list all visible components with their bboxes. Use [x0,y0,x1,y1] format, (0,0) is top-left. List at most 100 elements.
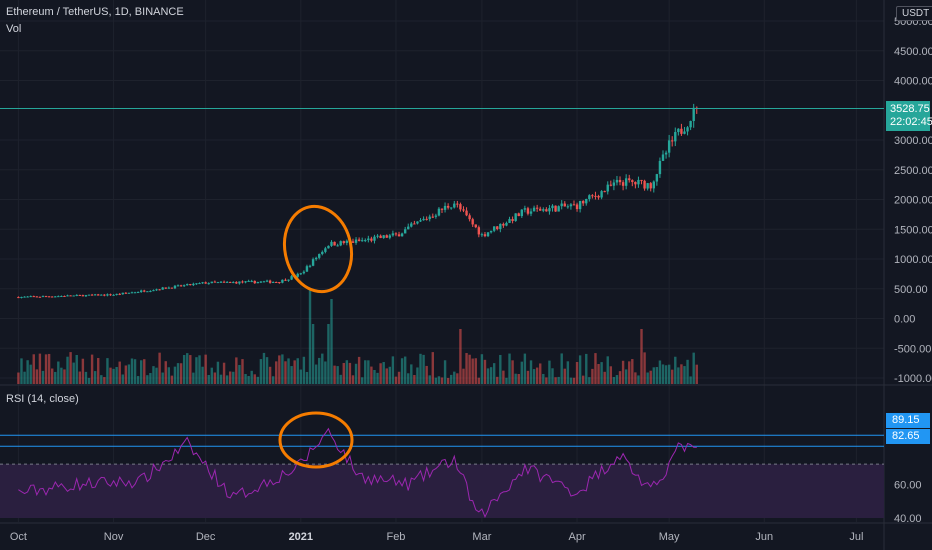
volume-bar [434,377,438,384]
volume-bar [674,356,677,384]
price-tick-label: -500.00 [894,343,931,355]
candle-body [477,227,481,235]
volume-bar [17,372,20,384]
volume-bar [686,359,689,384]
candle-body [618,179,622,183]
volume-bar [578,355,582,384]
volume-bar [81,358,85,384]
volume-bar [403,356,407,384]
candle-body [440,208,444,210]
candle-body [268,280,272,283]
time-tick-label: Mar [472,531,491,543]
candle-body [204,282,207,284]
volume-bar [373,369,376,384]
volume-bar [342,362,345,384]
volume-bar [367,360,370,384]
candle-body [588,195,591,200]
currency-button[interactable]: USDT [896,6,932,21]
candle-body [624,178,628,186]
candle-body [127,292,131,294]
volume-bar [225,375,229,384]
volume-bar [428,375,431,384]
candle-body [152,290,155,292]
volume-bar [502,370,505,384]
candle-body [489,230,493,233]
candle-body [66,295,69,297]
candle-body [195,283,198,285]
candle-body [176,285,180,287]
candle-body [388,235,392,238]
candle-body [557,206,560,212]
volume-bar [238,364,241,384]
candle-body [271,282,275,284]
volume-bar [585,353,588,384]
volume-bar [385,368,388,384]
candle-body [41,296,45,298]
candle-body [250,280,253,282]
candle-body [600,191,603,198]
candle-body [44,296,48,298]
volume-bar [354,363,358,384]
volume-bar [213,372,217,384]
candle-body [121,292,124,295]
volume-bar [216,361,220,384]
volume-bar [136,376,140,384]
volume-bar [360,377,364,384]
volume-bar [100,375,103,384]
candle-body [57,296,60,298]
volume-bar [179,363,183,384]
volume-bar [268,366,272,384]
volume-bar [336,366,339,384]
volume-bar [523,353,527,384]
candle-body [287,279,290,281]
volume-bar [683,366,686,384]
candle-body [572,204,576,206]
volume-bar [664,365,668,384]
candle-body [628,178,631,181]
last-price-tag: 3528.75 22:02:45 [886,101,932,131]
volume-bar [492,363,496,384]
volume-bar [75,354,78,384]
candle-body [523,208,527,210]
volume-bar [63,369,66,384]
candle-body [81,295,85,297]
volume-bar [388,366,392,384]
candle-body [526,208,530,214]
volume-bar [195,357,198,384]
candle-body [265,280,269,282]
candle-body [667,140,671,153]
candle-body [612,182,616,186]
volume-bar [603,371,606,384]
candle-body [69,295,72,297]
candle-body [124,292,128,294]
volume-bar [333,365,336,384]
candle-body [308,265,312,267]
volume-bar [90,354,94,384]
volume-bar [158,352,161,384]
volume-bar [152,366,155,384]
volume-bar [87,377,91,384]
rsi-indicator-label[interactable]: RSI (14, close) [6,393,79,405]
volume-bar [284,361,287,384]
candle-body [54,296,57,298]
volume-bar [244,373,247,384]
candle-body [631,180,634,182]
volume-bar [29,364,32,384]
volume-indicator-label[interactable]: Vol [6,23,22,35]
volume-bar [93,371,97,384]
candle-body [621,182,625,186]
volume-bar [296,358,299,384]
candle-body [72,295,75,297]
candle-body [192,283,195,286]
candle-body [222,281,226,283]
volume-bar [419,353,422,384]
candle-body [78,294,82,296]
symbol-title[interactable]: Ethereum / TetherUS, 1D, BINANCE [6,6,184,18]
candle-body [450,207,453,209]
volume-bar [210,367,213,384]
candle-body [664,152,668,155]
volume-bar [615,375,619,384]
candle-body [146,291,149,293]
candle-body [499,223,502,230]
